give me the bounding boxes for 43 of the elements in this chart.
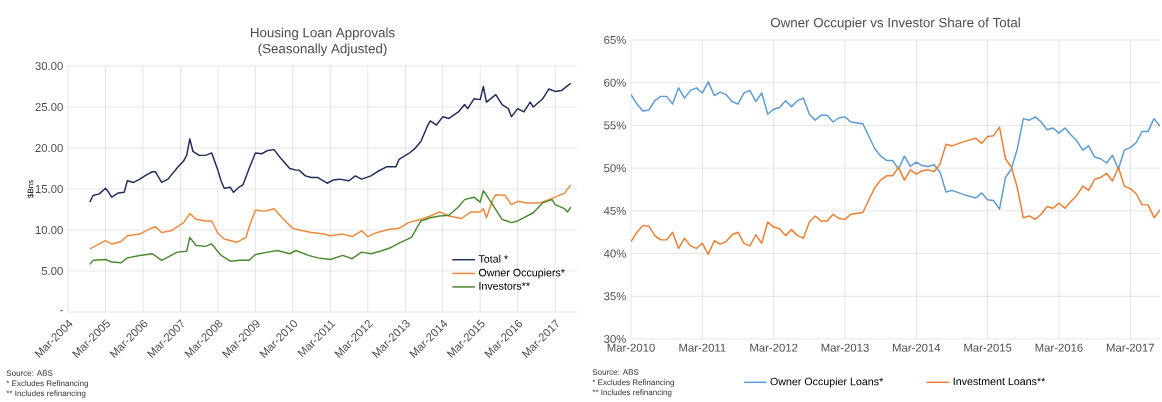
x-tick-label: Mar-2017 xyxy=(1106,343,1154,352)
y-tick-label: 55% xyxy=(604,121,626,130)
text: ** Includes refinancing xyxy=(6,390,86,398)
legend-label: Owner Occupier Loans* xyxy=(770,377,884,388)
y-tick-label: 10.00 xyxy=(35,225,63,234)
text: * Excludes Refinancing xyxy=(592,379,675,387)
y-tick-label: 5.00 xyxy=(41,266,63,275)
y-tick-label: 60% xyxy=(604,78,626,87)
x-tick-label: Mar-2012 xyxy=(750,343,798,352)
x-tick-label: Mar-2014 xyxy=(892,343,941,352)
source-note: Source: ABS xyxy=(6,370,53,376)
y-tick-label: 65% xyxy=(604,35,626,44)
line-series xyxy=(631,81,1161,210)
y-tick-label: 15.00 xyxy=(35,184,63,193)
legend-label: Investment Loans** xyxy=(953,377,1046,386)
y-tick-label: 30% xyxy=(604,334,626,343)
x-tick-label: Mar-2016 xyxy=(1035,343,1083,352)
y-tick-label: 25.00 xyxy=(35,102,63,111)
line-series xyxy=(89,184,572,250)
y-tick-label: 40% xyxy=(603,249,626,258)
x-tick-label: Mar-2010 xyxy=(607,343,655,352)
source-note: Source: ABS xyxy=(592,369,639,375)
text: ** Includes refinancing xyxy=(592,389,672,397)
x-tick-label: Mar-2013 xyxy=(821,343,869,352)
y-tick-label: 50% xyxy=(604,164,626,173)
text: * Excludes Refinancing xyxy=(6,380,89,388)
y-tick-label: 45% xyxy=(603,206,626,215)
legend-label: Owner Occupiers* xyxy=(478,268,565,279)
y-axis-title: $Bns xyxy=(27,180,34,199)
y-tick-label: 20.00 xyxy=(35,143,63,152)
x-tick-label: Mar-2015 xyxy=(964,343,1012,352)
line-series xyxy=(89,189,572,266)
chart-title: Housing Loan Approvals xyxy=(250,27,395,40)
y-tick-label: - xyxy=(60,310,63,312)
line-series xyxy=(89,82,572,203)
chart-subtitle: (Seasonally Adjusted) xyxy=(258,43,387,56)
x-tick-label: Mar-2011 xyxy=(679,343,726,352)
y-tick-label: 30.00 xyxy=(35,61,63,70)
legend-label: Investors** xyxy=(479,282,530,290)
legend-label: Total * xyxy=(478,254,508,263)
y-tick-label: 35% xyxy=(604,292,626,301)
chart-title: Owner Occupier vs Investor Share of Total xyxy=(770,17,1020,30)
line-series xyxy=(631,126,1161,256)
